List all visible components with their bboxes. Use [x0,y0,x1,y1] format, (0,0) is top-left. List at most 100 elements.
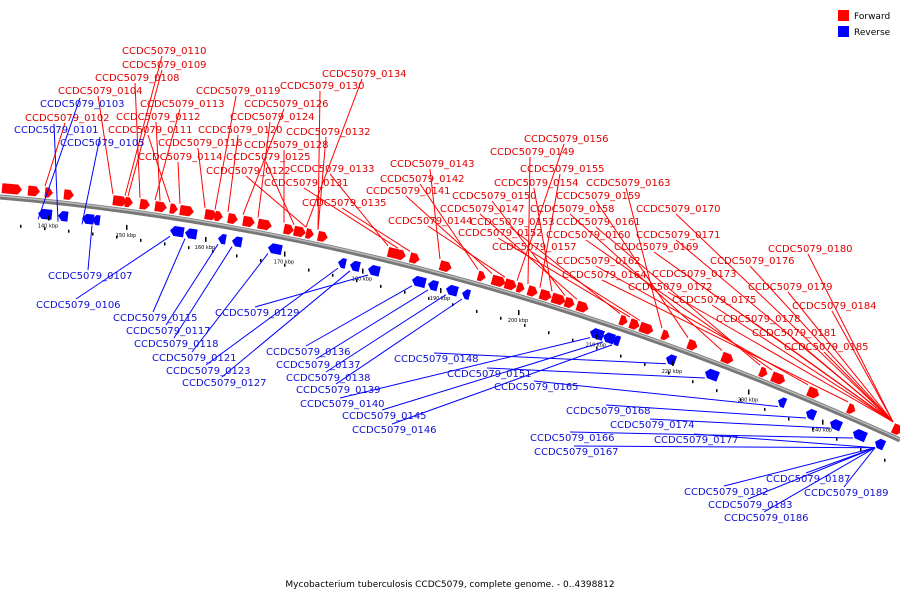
forward-feature-arrow[interactable] [169,203,178,214]
reverse-gene-label[interactable]: CCDC5079_0121 [152,353,237,364]
forward-gene-label[interactable]: CCDC5079_0154 [494,178,579,189]
reverse-feature[interactable] [588,327,605,341]
forward-feature-arrow[interactable] [686,338,699,352]
reverse-gene-label[interactable]: CCDC5079_0146 [352,425,437,436]
reverse-feature-arrow[interactable] [231,236,243,248]
reverse-feature[interactable] [267,243,283,256]
forward-feature[interactable] [686,338,699,352]
reverse-feature[interactable] [81,213,95,225]
forward-gene-label[interactable]: CCDC5079_0147 [440,204,525,215]
reverse-gene-label[interactable]: CCDC5079_0105 [60,138,145,149]
reverse-gene-label[interactable]: CCDC5079_0140 [300,399,385,410]
reverse-feature-arrow[interactable] [703,367,720,382]
forward-feature-arrow[interactable] [11,184,23,195]
reverse-gene-label[interactable]: CCDC5079_0148 [394,354,479,365]
forward-feature-arrow[interactable] [503,278,518,291]
reverse-gene-label[interactable]: CCDC5079_0165 [494,382,579,393]
forward-feature-arrow[interactable] [890,423,900,436]
reverse-feature-arrow[interactable] [776,396,788,409]
forward-gene-label[interactable]: CCDC5079_0155 [520,164,605,175]
forward-feature[interactable] [476,270,487,283]
forward-gene-label[interactable]: CCDC5079_0162 [556,256,641,267]
forward-feature-arrow[interactable] [806,386,821,400]
reverse-feature-arrow[interactable] [804,407,818,421]
forward-feature[interactable] [618,314,629,327]
forward-feature-arrow[interactable] [292,225,307,238]
forward-feature[interactable] [283,223,295,236]
forward-gene-label[interactable]: CCDC5079_0158 [530,204,615,215]
forward-feature[interactable] [503,278,518,291]
forward-feature-arrow[interactable] [242,215,256,228]
reverse-gene-label[interactable]: CCDC5079_0103 [40,99,125,110]
reverse-feature-arrow[interactable] [169,225,185,238]
forward-feature-arrow[interactable] [283,223,295,236]
forward-gene-label[interactable]: CCDC5079_0114 [138,152,223,163]
forward-feature-arrow[interactable] [408,252,421,264]
reverse-feature-arrow[interactable] [427,279,439,292]
reverse-feature-arrow[interactable] [461,288,472,300]
forward-gene-label[interactable]: CCDC5079_0124 [230,112,315,123]
forward-feature-arrow[interactable] [214,210,224,222]
forward-gene-label[interactable]: CCDC5079_0131 [264,178,349,189]
forward-feature-arrow[interactable] [438,260,453,273]
forward-feature[interactable] [628,318,641,331]
forward-gene-label[interactable]: CCDC5079_0157 [492,242,577,253]
reverse-feature-arrow[interactable] [81,213,95,225]
forward-feature-arrow[interactable] [227,213,239,225]
forward-gene-label[interactable]: CCDC5079_0156 [524,134,609,145]
forward-gene-label[interactable]: CCDC5079_0161 [556,217,641,228]
forward-gene-label[interactable]: CCDC5079_0116 [158,138,243,149]
forward-feature-arrow[interactable] [758,366,769,379]
reverse-feature-arrow[interactable] [91,215,101,226]
forward-gene-label[interactable]: CCDC5079_0109 [122,60,207,71]
reverse-gene-label[interactable]: CCDC5079_0177 [654,435,739,446]
forward-feature-arrow[interactable] [515,281,527,294]
forward-feature[interactable] [575,300,589,314]
forward-gene-label[interactable]: CCDC5079_0102 [25,113,110,124]
forward-feature[interactable] [846,403,857,415]
forward-gene-label[interactable]: CCDC5079_0169 [614,242,699,253]
forward-feature-arrow[interactable] [550,292,567,307]
forward-gene-label[interactable]: CCDC5079_0143 [390,159,475,170]
reverse-gene-label[interactable]: CCDC5079_0166 [530,433,615,444]
forward-gene-label[interactable]: CCDC5079_0149 [490,147,575,158]
forward-feature-arrow[interactable] [316,230,329,243]
reverse-gene-label[interactable]: CCDC5079_0106 [36,300,121,311]
forward-feature[interactable] [27,185,41,197]
reverse-feature-arrow[interactable] [873,437,887,451]
forward-gene-label[interactable]: CCDC5079_0113 [140,99,225,110]
forward-feature-arrow[interactable] [490,274,507,288]
reverse-feature-arrow[interactable] [610,334,622,347]
forward-gene-label[interactable]: CCDC5079_0142 [380,174,465,185]
forward-gene-label[interactable]: CCDC5079_0125 [226,152,311,163]
forward-gene-label[interactable]: CCDC5079_0164 [562,270,647,281]
forward-gene-label[interactable]: CCDC5079_0134 [322,69,407,80]
forward-gene-label[interactable]: CCDC5079_0126 [244,99,329,110]
reverse-feature-arrow[interactable] [267,243,283,256]
forward-gene-label[interactable]: CCDC5079_0179 [748,282,833,293]
forward-gene-label[interactable]: CCDC5079_0184 [792,301,877,312]
reverse-feature-arrow[interactable] [184,228,198,240]
reverse-gene-label[interactable]: CCDC5079_0136 [266,347,351,358]
forward-feature-arrow[interactable] [770,371,787,386]
reverse-feature-arrow[interactable] [337,257,347,269]
forward-gene-label[interactable]: CCDC5079_0120 [198,125,283,136]
forward-feature-arrow[interactable] [257,218,273,231]
reverse-gene-label[interactable]: CCDC5079_0115 [113,313,198,324]
reverse-gene-label[interactable]: CCDC5079_0187 [766,474,851,485]
forward-feature[interactable] [515,281,527,294]
reverse-feature-arrow[interactable] [664,353,678,366]
reverse-feature[interactable] [184,228,198,240]
forward-gene-label[interactable]: CCDC5079_0180 [768,244,853,255]
reverse-feature[interactable] [445,284,459,297]
forward-gene-label[interactable]: CCDC5079_0152 [458,228,543,239]
forward-gene-label[interactable]: CCDC5079_0133 [290,164,375,175]
forward-gene-label[interactable]: CCDC5079_0172 [628,282,713,293]
forward-feature[interactable] [316,230,329,243]
reverse-feature[interactable] [664,353,678,366]
forward-feature[interactable] [227,213,239,225]
forward-feature[interactable] [563,296,576,310]
forward-feature[interactable] [806,386,821,400]
forward-feature[interactable] [154,201,167,213]
reverse-gene-label[interactable]: CCDC5079_0183 [708,500,793,511]
